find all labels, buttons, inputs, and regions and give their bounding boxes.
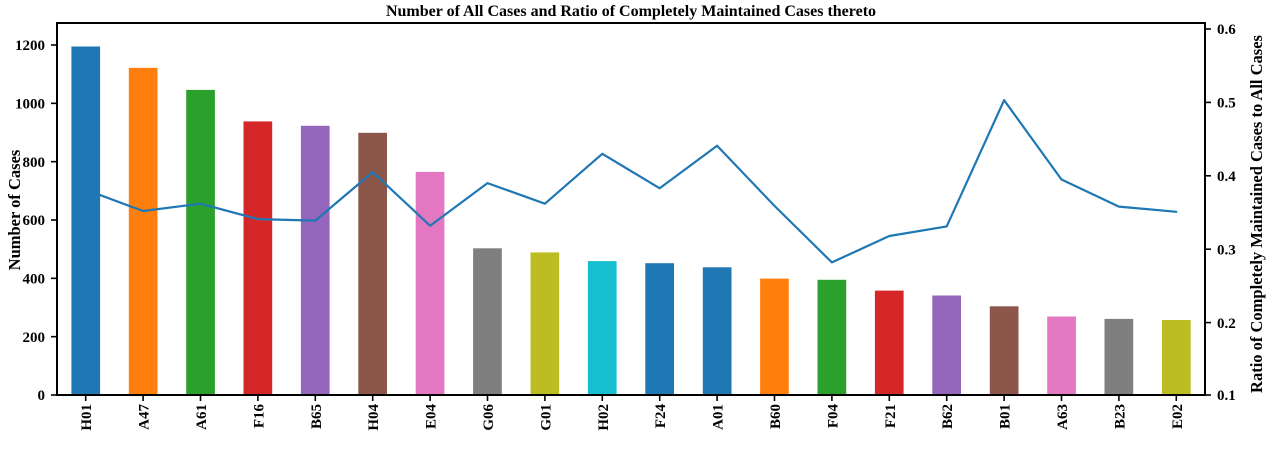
left-tick-label-1200: 1200	[15, 38, 45, 54]
right-tick-label-0.5: 0.5	[1217, 96, 1236, 112]
bar-B62	[932, 295, 961, 395]
chart-title: Number of All Cases and Ratio of Complet…	[386, 3, 876, 20]
x-tick-label-A61: A61	[194, 404, 210, 430]
x-tick-label-H02: H02	[596, 404, 612, 431]
right-tick-label-0.2: 0.2	[1217, 316, 1236, 332]
left-tick-label-600: 600	[23, 213, 46, 229]
x-tick-label-A01: A01	[711, 404, 727, 430]
bar-B60	[760, 278, 789, 395]
bar-A61	[186, 89, 215, 396]
x-tick-label-G01: G01	[538, 404, 554, 431]
bar-F24	[645, 263, 674, 395]
bar-B65	[300, 125, 330, 396]
x-tick-label-B62: B62	[940, 404, 956, 429]
axes-layer: 0 200 400 600 800 1000 1200 0.1 0.2 0.3 0.4 0.5 0.6 H…	[15, 22, 1236, 431]
left-axis-label: Number of Cases	[5, 149, 24, 270]
bar-G01	[530, 252, 560, 395]
bar-G06	[473, 248, 502, 395]
ratio-line	[84, 99, 1178, 264]
bar-B01	[989, 306, 1019, 395]
x-tick-label-B01: B01	[998, 404, 1014, 429]
left-tick-label-800: 800	[23, 155, 46, 171]
bar-F21	[874, 290, 904, 395]
left-tick-label-400: 400	[23, 272, 46, 288]
plot-frame	[56, 22, 1206, 396]
bar-B23	[1104, 318, 1134, 395]
bar-F04	[817, 279, 847, 395]
left-tick-label-1000: 1000	[15, 97, 45, 113]
x-tick-label-F21: F21	[883, 404, 899, 428]
right-tick-label-0.3: 0.3	[1217, 242, 1236, 258]
right-tick-label-0.6: 0.6	[1217, 22, 1236, 38]
x-tick-label-B60: B60	[768, 404, 784, 429]
x-tick-label-F04: F04	[825, 404, 841, 429]
x-tick-label-F24: F24	[653, 404, 669, 429]
x-tick-label-F16: F16	[251, 404, 267, 429]
bar-H04	[358, 132, 387, 396]
ratio-line-layer	[84, 99, 1178, 264]
right-axis-label: Ratio of Completely Maintained Cases to …	[1247, 34, 1266, 393]
left-tick-label-200: 200	[23, 330, 46, 346]
bar-A01	[702, 267, 732, 396]
x-tick-label-E04: E04	[424, 404, 440, 430]
x-tick-label-G06: G06	[481, 404, 497, 431]
x-tick-label-E02: E02	[1170, 404, 1186, 429]
bar-H01	[71, 46, 101, 395]
bars-layer	[71, 46, 1191, 396]
x-tick-label-H04: H04	[366, 404, 382, 431]
bar-H02	[587, 261, 617, 395]
x-tick-label-H01: H01	[79, 404, 95, 431]
left-tick-label-0: 0	[38, 388, 46, 404]
right-tick-label-0.1: 0.1	[1217, 388, 1236, 404]
x-tick-label-B23: B23	[1112, 404, 1128, 429]
bar-F16	[243, 121, 273, 396]
bar-E02	[1162, 320, 1191, 395]
x-tick-label-B65: B65	[309, 404, 325, 429]
bar-A47	[128, 67, 158, 396]
right-tick-label-0.4: 0.4	[1217, 169, 1236, 185]
x-tick-label-A47: A47	[137, 404, 153, 430]
x-tick-label-A63: A63	[1055, 404, 1071, 430]
bar-E04	[415, 171, 445, 395]
bar-A63	[1047, 316, 1076, 395]
